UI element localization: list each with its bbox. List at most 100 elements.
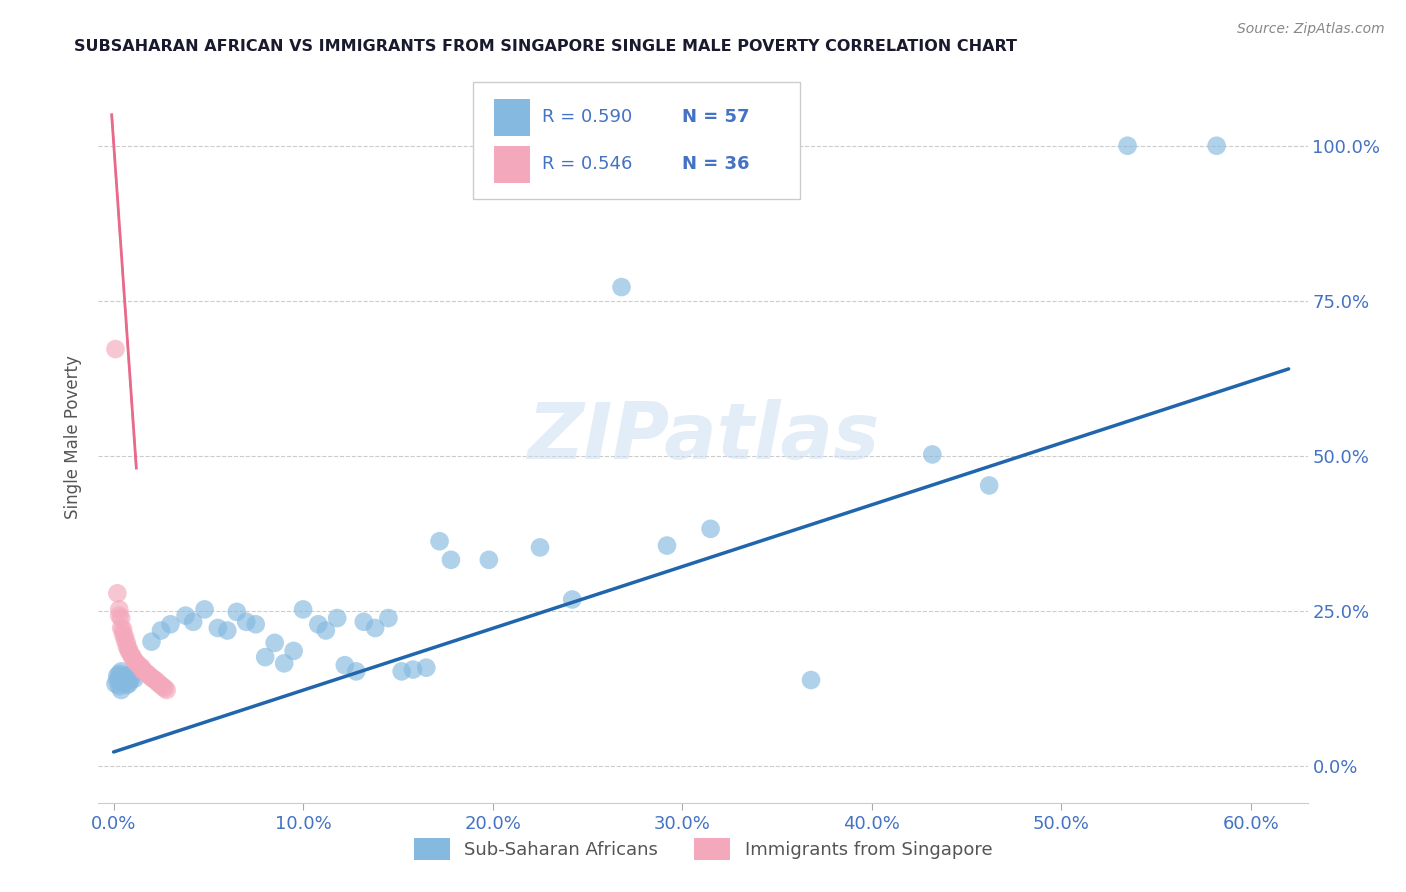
Point: [110, 611, 132, 625]
Point: [655, 539, 678, 553]
Point: [561, 592, 583, 607]
Bar: [494, 99, 530, 136]
Point: [333, 658, 356, 673]
Point: [118, 672, 141, 686]
Point: [135, 665, 157, 680]
Text: Source: ZipAtlas.com: Source: ZipAtlas.com: [1237, 22, 1385, 37]
Point: [120, 673, 142, 687]
Point: [138, 669, 160, 683]
Point: [315, 624, 337, 638]
Point: [415, 661, 437, 675]
Point: [131, 661, 153, 675]
Point: [105, 669, 128, 683]
Point: [115, 669, 138, 683]
Point: [353, 615, 375, 629]
Point: [245, 617, 267, 632]
Point: [121, 666, 143, 681]
Point: [118, 677, 141, 691]
Point: [115, 636, 138, 650]
Point: [146, 674, 169, 689]
Point: [149, 678, 172, 692]
Point: [105, 673, 128, 687]
Point: [112, 627, 135, 641]
Point: [121, 651, 143, 665]
Point: [156, 683, 179, 698]
Point: [141, 634, 163, 648]
Point: [124, 672, 146, 686]
Point: [478, 553, 501, 567]
Point: [273, 657, 295, 671]
Point: [112, 671, 135, 685]
Point: [1116, 138, 1139, 153]
Point: [108, 666, 131, 681]
Point: [104, 677, 127, 691]
Point: [143, 673, 166, 687]
Point: [112, 674, 135, 689]
Point: [149, 624, 172, 638]
Text: N = 57: N = 57: [682, 109, 749, 127]
Legend: Sub-Saharan Africans, Immigrants from Singapore: Sub-Saharan Africans, Immigrants from Si…: [406, 830, 1000, 867]
Point: [132, 665, 155, 679]
Text: N = 36: N = 36: [682, 155, 749, 173]
Point: [131, 663, 153, 677]
Point: [108, 602, 131, 616]
Y-axis label: Single Male Poverty: Single Male Poverty: [65, 355, 83, 519]
Point: [440, 553, 463, 567]
Text: R = 0.590: R = 0.590: [543, 109, 633, 127]
Point: [120, 647, 142, 661]
Point: [141, 671, 163, 685]
Text: ZIPatlas: ZIPatlas: [527, 399, 879, 475]
Text: R = 0.546: R = 0.546: [543, 155, 633, 173]
Point: [225, 605, 247, 619]
Point: [402, 663, 425, 677]
Point: [152, 680, 174, 694]
Point: [142, 672, 165, 686]
Point: [283, 644, 305, 658]
Point: [114, 633, 136, 648]
Point: [118, 642, 141, 657]
FancyBboxPatch shape: [474, 82, 800, 200]
Point: [529, 541, 551, 555]
Text: SUBSAHARAN AFRICAN VS IMMIGRANTS FROM SINGAPORE SINGLE MALE POVERTY CORRELATION : SUBSAHARAN AFRICAN VS IMMIGRANTS FROM SI…: [75, 38, 1017, 54]
Point: [921, 447, 943, 461]
Point: [108, 679, 131, 693]
Point: [115, 640, 138, 654]
Point: [235, 615, 257, 629]
Point: [800, 673, 823, 687]
Point: [108, 608, 131, 623]
Point: [110, 665, 132, 679]
Point: [207, 621, 229, 635]
Point: [121, 649, 143, 664]
Point: [104, 342, 127, 356]
Point: [118, 644, 141, 658]
Point: [307, 617, 329, 632]
Point: [610, 280, 633, 294]
Point: [110, 683, 132, 698]
Point: [114, 673, 136, 687]
Point: [1205, 138, 1227, 153]
Point: [129, 659, 152, 673]
Point: [181, 615, 204, 629]
Point: [136, 666, 159, 681]
Point: [377, 611, 399, 625]
Point: [364, 621, 387, 635]
Point: [174, 608, 197, 623]
Point: [153, 681, 176, 695]
Point: [979, 478, 1001, 492]
Point: [326, 611, 349, 625]
Point: [292, 602, 315, 616]
Point: [391, 665, 413, 679]
Point: [115, 678, 138, 692]
Point: [112, 622, 135, 636]
Point: [699, 522, 721, 536]
Bar: [494, 146, 530, 183]
Point: [159, 617, 181, 632]
Point: [344, 665, 367, 679]
Point: [114, 669, 136, 683]
Point: [193, 602, 215, 616]
Point: [429, 534, 451, 549]
Point: [110, 621, 132, 635]
Point: [217, 624, 239, 638]
Point: [127, 657, 149, 672]
Point: [105, 586, 128, 600]
